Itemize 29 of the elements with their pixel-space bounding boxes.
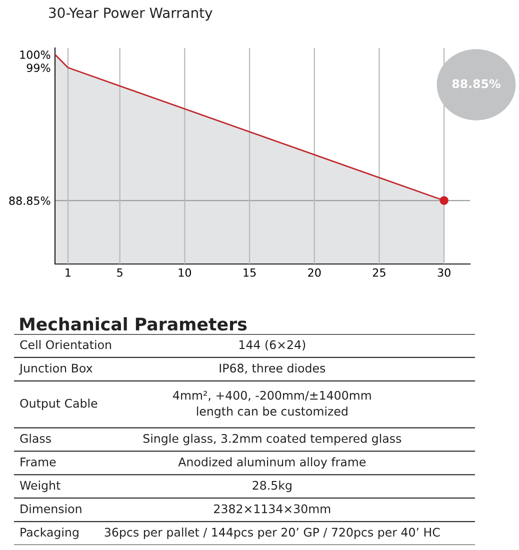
x-tick-label: 15 <box>244 268 256 277</box>
x-tick-label: 5 <box>117 268 122 277</box>
x-tick-label: 10 <box>178 268 192 277</box>
text: 28.5kg <box>252 480 292 492</box>
x-tick-label: 30 <box>438 268 450 277</box>
text: Single glass, 3.2mm coated tempered glass <box>143 434 402 446</box>
x-tick-label: 1 <box>66 268 70 277</box>
category-label: Glass <box>20 434 51 443</box>
y-tick-label: 99% <box>26 64 50 72</box>
y-tick-label: 100% <box>20 50 50 59</box>
text: 2382×1134×30mm <box>214 504 330 514</box>
category-label: Frame <box>20 458 56 466</box>
annotation: 88.85% <box>452 79 500 88</box>
category-label: Junction Box <box>18 363 92 375</box>
x-tick-label: 20 <box>308 268 321 277</box>
category-label: Cell Orientation <box>20 340 111 350</box>
text: Mechanical Parameters <box>20 317 247 331</box>
category-label: Weight <box>20 480 60 492</box>
category-label: Dimension <box>20 504 82 514</box>
text: IP68, three diodes <box>220 363 326 374</box>
text: 4mm², +400, -200mm/±1400mm length can be customized <box>173 390 371 418</box>
category-label: Packaging <box>20 528 78 539</box>
text: Anodized aluminum alloy frame <box>178 457 366 469</box>
x-tick-label: 25 <box>372 268 386 277</box>
chart-title: 30-Year Power Warranty <box>49 8 212 21</box>
text: 144 (6×24) <box>239 340 306 351</box>
text: 36pcs per pallet / 144pcs per 20’ GP / 720pcs per 40’ HC <box>104 528 440 539</box>
y-tick-label: 88.85% <box>9 196 50 205</box>
category-label: Output Cable <box>20 398 98 410</box>
